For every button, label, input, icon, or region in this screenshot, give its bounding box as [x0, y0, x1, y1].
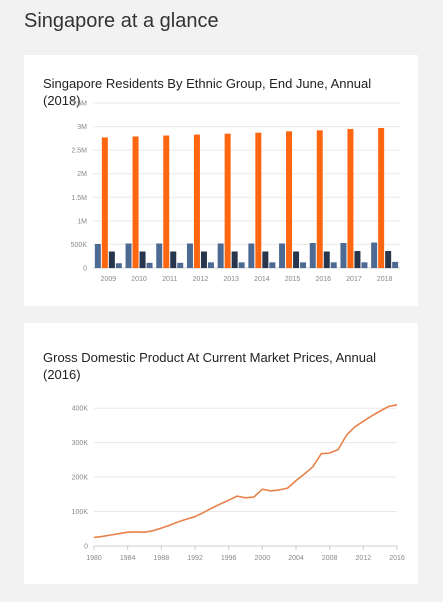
- y-tick-label: 100K: [72, 509, 89, 516]
- gdp-series-line: [93, 404, 398, 539]
- x-tick-label: 1988: [154, 555, 170, 562]
- bar: [217, 243, 224, 268]
- gdp-chart-card: Gross Domestic Product At Current Market…: [24, 323, 418, 584]
- x-tick-label: 2008: [322, 555, 338, 562]
- bar: [156, 243, 163, 268]
- x-tick-label: 2010: [131, 276, 147, 283]
- bar: [323, 251, 330, 268]
- x-tick-label: 2012: [356, 555, 372, 562]
- bar: [163, 135, 170, 268]
- y-tick-label: 0: [84, 544, 88, 551]
- ethnic-group-bar-chart: 0 500K 1M 1.5M 2M 2.5M 3M 3.5M 2009 2010 2011 2012 2…: [71, 101, 400, 283]
- bar: [286, 131, 293, 268]
- bar: [269, 262, 276, 268]
- bar: [300, 262, 307, 268]
- bar: [170, 251, 177, 268]
- x-tick-label: 2000: [255, 555, 271, 562]
- bar: [361, 262, 368, 268]
- x-tick-label: 1992: [187, 555, 203, 562]
- bar: [108, 251, 115, 268]
- ethnic-group-chart-card: Singapore Residents By Ethnic Group, End…: [24, 55, 418, 306]
- bar: [392, 261, 399, 268]
- x-tick-label: 2011: [162, 276, 177, 283]
- bar: [340, 243, 347, 268]
- x-tick-label: 2016: [315, 276, 331, 283]
- bar: [316, 130, 323, 268]
- x-tick-label: 2012: [193, 276, 209, 283]
- bar: [293, 251, 300, 268]
- bar: [248, 243, 255, 268]
- bar: [309, 243, 316, 268]
- y-tick-label: 400K: [72, 406, 89, 413]
- x-tick-label: 1980: [86, 555, 102, 562]
- bar: [347, 128, 354, 268]
- x-tick-label: 2014: [254, 276, 270, 283]
- x-tick-label: 2015: [285, 276, 301, 283]
- y-tick-label: 1M: [77, 218, 87, 225]
- bar: [139, 251, 146, 268]
- bar: [238, 262, 245, 268]
- y-tick-label: 1.5M: [71, 195, 87, 202]
- bar: [354, 251, 361, 268]
- y-tick-label: 300K: [72, 440, 89, 447]
- bar: [385, 251, 392, 268]
- bar: [94, 243, 101, 268]
- bar: [186, 243, 193, 268]
- y-tick-label: 3.5M: [71, 101, 87, 108]
- x-tick-label: 2018: [377, 276, 393, 283]
- bar: [101, 137, 108, 268]
- x-tick-label: 1996: [221, 555, 237, 562]
- bar: [279, 243, 286, 268]
- bar: [224, 133, 231, 268]
- bar: [115, 263, 122, 268]
- bar: [193, 134, 200, 268]
- bar: [132, 136, 139, 268]
- bar: [125, 243, 132, 268]
- y-tick-label: 2M: [77, 171, 87, 178]
- bar: [371, 242, 378, 268]
- gdp-line-chart: 0 100K 200K 300K 400K 1980 1984 1988 1992 1996 200…: [72, 404, 405, 562]
- y-tick-label: 200K: [72, 475, 89, 482]
- page-title: Singapore at a glance: [24, 10, 219, 32]
- x-tick-label: 2017: [346, 276, 362, 283]
- bar: [207, 262, 214, 268]
- y-tick-label: 0: [83, 266, 87, 273]
- x-tick-label: 2013: [223, 276, 239, 283]
- x-tick-label: 2004: [288, 555, 304, 562]
- y-tick-label: 3M: [77, 124, 87, 131]
- gdp-chart-title: Gross Domestic Product At Current Market…: [43, 350, 377, 382]
- y-tick-label: 500K: [71, 242, 88, 249]
- bar: [231, 251, 238, 268]
- bar: [262, 251, 269, 268]
- bar: [330, 262, 337, 268]
- bar: [378, 127, 385, 268]
- x-tick-label: 2016: [389, 555, 405, 562]
- ethnic-group-chart-title: Singapore Residents By Ethnic Group, End…: [43, 76, 372, 108]
- bar: [146, 262, 153, 268]
- bar: [200, 251, 207, 268]
- bar: [177, 262, 184, 268]
- bar: [255, 132, 262, 268]
- x-tick-label: 1984: [120, 555, 136, 562]
- x-tick-label: 2009: [101, 276, 117, 283]
- y-tick-label: 2.5M: [71, 148, 87, 155]
